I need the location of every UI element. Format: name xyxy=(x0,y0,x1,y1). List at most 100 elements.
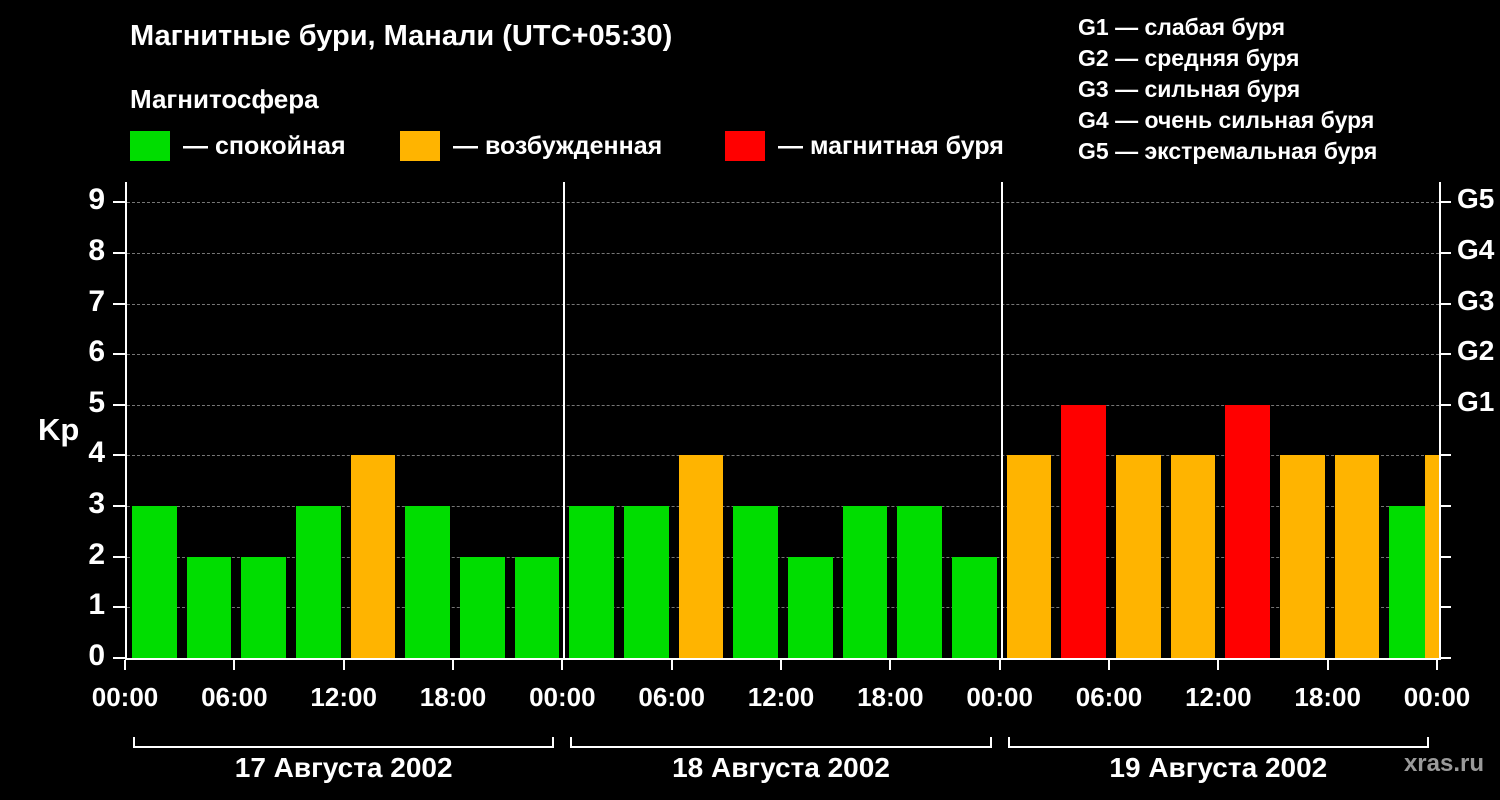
gridline xyxy=(127,252,1439,254)
day-bracket xyxy=(1007,737,1429,748)
x-tick xyxy=(233,660,236,670)
x-axis-label: 12:00 xyxy=(310,682,377,712)
kp-bar xyxy=(1170,455,1216,658)
x-axis-label: 00:00 xyxy=(91,682,159,712)
storm-color-swatch xyxy=(725,131,765,161)
x-axis-label: 06:00 xyxy=(638,682,705,712)
y-axis-label: 5 xyxy=(88,385,105,419)
kp-bar xyxy=(1225,404,1270,658)
x-tick xyxy=(1217,660,1220,670)
kp-bar-partial xyxy=(1425,455,1439,658)
y-tick-left xyxy=(113,251,125,254)
x-axis-label: 06:00 xyxy=(1075,682,1143,712)
y-axis-label: 1 xyxy=(88,588,105,622)
g-scale-tick-label: G3 xyxy=(1457,284,1495,316)
y-tick-right xyxy=(1439,201,1451,204)
gridline xyxy=(127,506,1439,508)
kp-bar xyxy=(186,556,232,658)
x-tick xyxy=(342,660,345,670)
g-scale-tick-label: G5 xyxy=(1457,183,1495,215)
x-tick xyxy=(452,660,454,670)
gridline xyxy=(127,607,1439,609)
day-bracket xyxy=(570,737,992,748)
gridline xyxy=(127,354,1439,356)
kp-bar xyxy=(569,506,614,658)
kp-bar xyxy=(241,556,286,658)
quiet-color-swatch xyxy=(130,131,170,161)
y-tick-left xyxy=(113,302,125,305)
x-tick xyxy=(670,660,673,670)
day-separator xyxy=(1000,182,1003,658)
y-tick-right xyxy=(1439,403,1451,406)
g-legend-g2: G2 — средняя буря xyxy=(1078,45,1300,71)
date-label: 19 Августа 2002 xyxy=(1109,752,1328,783)
kp-bar xyxy=(460,556,505,658)
y-tick-right xyxy=(1439,353,1451,356)
gridline xyxy=(127,455,1439,457)
y-tick-left xyxy=(113,201,125,204)
y-axis-label: 7 xyxy=(88,284,105,318)
kp-bar xyxy=(733,506,778,658)
kp-bar xyxy=(132,506,177,658)
legend-label-quiet: — спокойная xyxy=(183,131,346,160)
y-tick-right xyxy=(1439,505,1451,508)
y-axis-label: 0 xyxy=(88,639,105,672)
gridline xyxy=(127,303,1439,305)
kp-bar xyxy=(842,506,888,658)
kp-bar xyxy=(1334,455,1380,658)
kp-bar xyxy=(296,506,341,658)
y-tick-right xyxy=(1439,555,1451,558)
x-tick xyxy=(780,660,782,670)
day-separator xyxy=(563,182,566,658)
y-axis-label: 9 xyxy=(88,183,105,217)
y-axis-title: Kp xyxy=(38,412,80,447)
y-tick-left xyxy=(113,505,125,508)
magnetosphere-label: Магнитосфера xyxy=(130,84,319,114)
kp-bar xyxy=(897,506,942,658)
kp-bar xyxy=(350,455,396,658)
x-tick xyxy=(561,660,564,670)
y-axis-label: 8 xyxy=(88,233,105,267)
g-scale-tick-label: G4 xyxy=(1457,233,1495,265)
g-legend-g3: G3 — сильная буря xyxy=(1078,76,1301,102)
day-bracket xyxy=(133,737,555,748)
kp-bar xyxy=(405,506,450,658)
gridline xyxy=(127,404,1439,406)
watermark: xras.ru xyxy=(1403,750,1484,777)
kp-bar xyxy=(1116,455,1161,658)
legend-item-excited: — возбужденная xyxy=(400,131,662,161)
kp-bar xyxy=(952,556,997,658)
y-tick-right xyxy=(1439,251,1451,254)
x-axis-label: 12:00 xyxy=(747,682,815,712)
y-tick-left xyxy=(113,555,125,558)
x-tick xyxy=(124,660,126,670)
x-tick xyxy=(1108,660,1110,670)
kp-bar xyxy=(1006,455,1052,658)
x-tick xyxy=(889,660,892,670)
y-tick-left xyxy=(113,454,125,457)
legend-item-quiet: — спокойная xyxy=(130,131,346,161)
g-legend-g1: G1 — слабая буря xyxy=(1078,14,1286,40)
y-tick-right xyxy=(1439,657,1451,659)
kp-bar xyxy=(788,556,833,658)
y-tick-left xyxy=(113,353,125,356)
x-axis-label: 18:00 xyxy=(1294,682,1361,712)
x-axis-label: 18:00 xyxy=(857,682,924,712)
x-axis-label: 00:00 xyxy=(966,682,1033,712)
kp-bar xyxy=(1280,455,1325,658)
y-tick-right xyxy=(1439,454,1451,457)
x-axis-label: 06:00 xyxy=(201,682,268,712)
x-axis-label: 00:00 xyxy=(1403,682,1471,712)
legend-label-storm: — магнитная буря xyxy=(778,131,1004,160)
excited-color-swatch xyxy=(400,131,440,161)
y-tick-left xyxy=(113,403,125,406)
g-legend-g5: G5 — экстремальная буря xyxy=(1078,138,1378,164)
kp-bar xyxy=(1061,404,1106,658)
g-scale-tick-label: G2 xyxy=(1457,335,1495,367)
x-tick xyxy=(1326,660,1329,670)
plot-area xyxy=(125,182,1441,660)
kp-bar xyxy=(678,455,724,658)
gridline xyxy=(127,556,1439,558)
page-title: Магнитные бури, Манали (UTC+05:30) xyxy=(130,20,673,52)
